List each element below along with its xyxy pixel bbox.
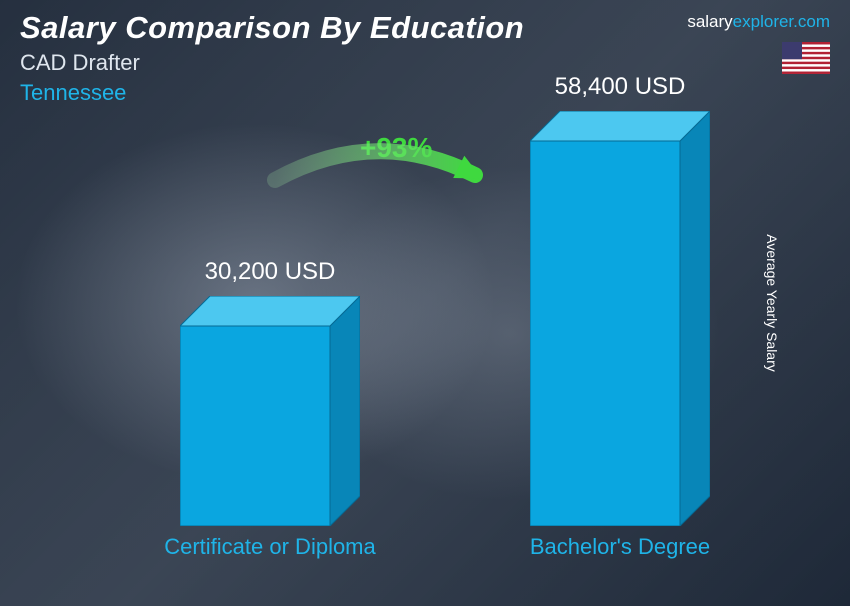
page-title: Salary Comparison By Education [20, 10, 524, 46]
bar-3d-icon [180, 296, 360, 526]
brand-prefix: salary [687, 12, 732, 31]
bar-value: 58,400 USD [470, 73, 770, 101]
bar-category-label: Certificate or Diploma [120, 534, 420, 560]
bar-value: 30,200 USD [120, 258, 420, 286]
bar-chart: +93% 30,200 USDCertificate or Diploma58,… [60, 150, 770, 556]
flag-icon [782, 42, 830, 74]
increase-arrow-icon [215, 95, 535, 240]
location-label: Tennessee [20, 80, 126, 106]
brand-label: salaryexplorer.com [687, 12, 830, 32]
brand-suffix: explorer.com [733, 12, 830, 31]
infographic-container: Salary Comparison By Education CAD Draft… [0, 0, 850, 606]
bar-3d-icon [530, 111, 710, 526]
bar-category-label: Bachelor's Degree [470, 534, 770, 560]
job-subtitle: CAD Drafter [20, 50, 140, 76]
